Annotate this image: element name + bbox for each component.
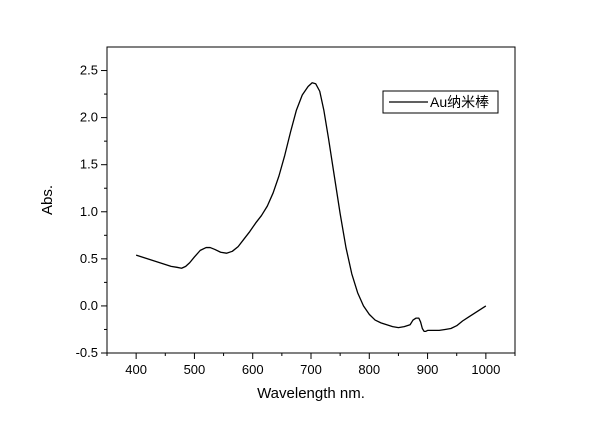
legend: Au纳米棒 xyxy=(382,90,499,114)
y-tick-label: 2.0 xyxy=(80,110,98,125)
x-tick-label: 900 xyxy=(417,362,439,377)
y-tick-label: 0.5 xyxy=(80,251,98,266)
x-tick-label: 700 xyxy=(300,362,322,377)
y-tick-label: 1.0 xyxy=(80,204,98,219)
x-axis-label: Wavelength nm. xyxy=(257,385,365,402)
y-axis-label: Abs. xyxy=(39,185,56,215)
x-tick-label: 400 xyxy=(125,362,147,377)
series-line xyxy=(135,82,487,332)
x-tick-label: 800 xyxy=(358,362,380,377)
y-tick-label: 0.0 xyxy=(80,298,98,313)
legend-label: Au纳米棒 xyxy=(430,94,489,110)
x-tick-label: 600 xyxy=(242,362,264,377)
y-axis: -0.5 0.0 0.5 1.0 1.5 2.0 2.5 xyxy=(76,63,107,360)
legend-box xyxy=(382,90,499,114)
y-tick-label: 1.5 xyxy=(80,157,98,172)
y-tick-label: -0.5 xyxy=(76,345,98,360)
x-tick-label: 1000 xyxy=(471,362,500,377)
y-tick-label: 2.5 xyxy=(80,63,98,78)
x-axis: 400 500 600 700 800 900 1000 xyxy=(106,353,516,377)
x-tick-label: 500 xyxy=(184,362,206,377)
